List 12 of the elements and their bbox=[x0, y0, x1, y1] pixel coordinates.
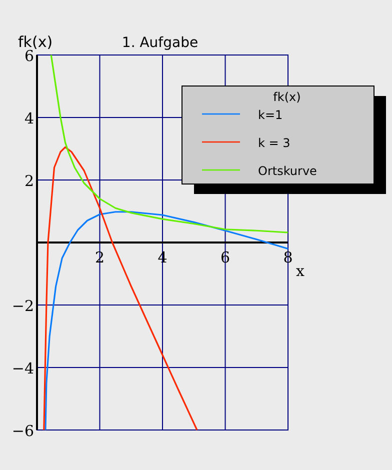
legend-label: Ortskurve bbox=[258, 164, 317, 178]
legend-title: fk(x) bbox=[273, 90, 301, 104]
x-axis-title: x bbox=[296, 262, 305, 280]
legend-label: k=1 bbox=[258, 108, 283, 122]
legend-label: k = 3 bbox=[258, 136, 290, 150]
y-tick-label: −2 bbox=[12, 297, 34, 315]
y-tick-label: 4 bbox=[24, 110, 34, 128]
line-series bbox=[43, 146, 198, 431]
y-tick-label: 2 bbox=[24, 172, 34, 190]
y-tick-label: −6 bbox=[12, 422, 34, 440]
chart-title: 1. Aufgabe bbox=[122, 35, 198, 51]
y-tick-label: −4 bbox=[12, 360, 34, 378]
